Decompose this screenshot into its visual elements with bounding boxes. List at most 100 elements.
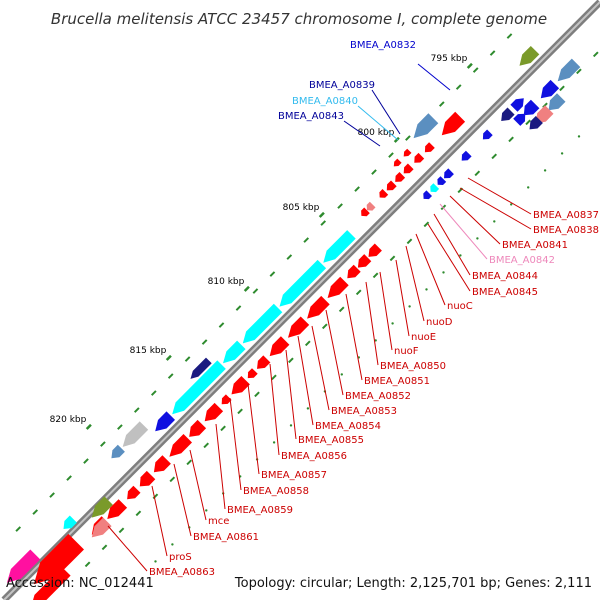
gene-arrow	[510, 98, 524, 112]
gene-arrow	[441, 111, 466, 136]
gene-label: BMEA_A0850	[380, 361, 446, 372]
gene-arrow	[223, 340, 246, 364]
kbp-dot	[527, 186, 530, 189]
gene-label: BMEA_A0851	[364, 376, 430, 387]
ring-tick	[150, 390, 157, 396]
gene-arrow	[529, 116, 543, 130]
gene-label: BMEA_A0837	[533, 210, 599, 221]
ring-tick	[286, 254, 293, 260]
gene-arrow	[91, 496, 113, 518]
gene-label-leader	[189, 449, 207, 521]
ring-tick	[406, 238, 413, 245]
gene-arrow	[461, 150, 472, 161]
gene-arrow	[247, 368, 258, 379]
ring-tick	[254, 391, 260, 398]
kbp-tick	[165, 354, 172, 361]
gene-label-leader	[285, 349, 297, 440]
gene-label-track: BMEA_A0832 BMEA_A0839 BMEA_A0840 BMEA_A0843…	[107, 40, 599, 578]
ring-tick	[304, 340, 311, 347]
gene-label: BMEA_A0854	[315, 421, 381, 432]
ring-tick	[218, 322, 225, 328]
ring-tick	[66, 475, 72, 481]
gene-label: nuoD	[426, 317, 453, 328]
kbp-label: 800 kbp	[358, 128, 395, 138]
ring-tick	[321, 323, 328, 330]
gene-arrow	[413, 113, 439, 139]
gene-label: BMEA_A0856	[281, 451, 347, 462]
ring-tick	[101, 544, 108, 551]
gene-label-leader	[247, 383, 260, 475]
gene-label-leader	[173, 463, 192, 537]
gene-label-leader	[395, 259, 410, 337]
ring-tick	[152, 493, 159, 500]
gene-arrow	[393, 158, 402, 167]
kbp-label: 815 kbp	[130, 346, 167, 356]
ring-tick	[576, 68, 582, 75]
map-title: Brucella melitensis ATCC 23457 chromosom…	[51, 10, 547, 28]
ring-tick	[371, 169, 377, 175]
gene-label-leader	[107, 525, 148, 572]
kbp-tick	[393, 136, 400, 143]
gene-arrow	[523, 99, 540, 116]
gene-label-leader	[427, 223, 471, 292]
ring-tick	[49, 492, 55, 498]
gene-arrow	[403, 163, 414, 174]
ring-tick	[354, 186, 360, 192]
gene-arrow	[535, 105, 554, 124]
gene-arrow	[557, 58, 581, 82]
ring-tick	[167, 373, 174, 379]
gene-arrow	[33, 567, 71, 600]
gene-arrow	[257, 355, 271, 369]
gene-arrow	[307, 295, 330, 319]
ring-tick	[508, 136, 514, 143]
gene-label-leader	[215, 423, 226, 510]
ring-tick	[203, 442, 210, 449]
kbp-label: 820 kbp	[50, 415, 87, 425]
gene-arrow	[323, 230, 356, 263]
gene-arrow	[279, 259, 327, 307]
gene-label-leader	[325, 309, 344, 396]
gene-arrow	[366, 201, 376, 211]
ring-tick	[83, 458, 89, 464]
gene-label-leader	[433, 213, 471, 276]
gene-arrow	[190, 357, 212, 379]
kbp-tick	[318, 211, 325, 218]
gene-label-leader	[415, 233, 446, 306]
ring-tick	[118, 527, 125, 534]
gene-arrow	[91, 517, 112, 538]
gene-arrow	[540, 79, 560, 99]
ring-tick	[288, 357, 294, 364]
gene-label: BMEA_A0842	[489, 255, 555, 266]
gene-arrow	[386, 180, 397, 191]
gene-label: BMEA_A0841	[502, 240, 568, 251]
gene-label: BMEA_A0855	[298, 435, 364, 446]
kbp-dot	[543, 169, 547, 172]
ring-tick	[506, 33, 513, 39]
gene-arrow	[111, 444, 125, 459]
ring-tick	[423, 221, 430, 228]
ring-tick	[15, 526, 22, 532]
kbp-dot	[374, 339, 377, 342]
ring-tick	[135, 510, 142, 517]
kbp-dot	[425, 288, 428, 291]
gene-arrow	[361, 207, 370, 217]
gene-arrow	[231, 376, 250, 395]
kbp-dot	[205, 509, 208, 512]
gene-arrow	[63, 515, 77, 529]
kbp-dot	[560, 152, 564, 155]
gene-label: nuoF	[394, 346, 419, 357]
gene-arrow	[153, 455, 171, 473]
ring-tick	[117, 424, 123, 430]
gene-arrow	[327, 276, 349, 298]
ring-tick	[320, 220, 327, 226]
gene-label: BMEA_A0853	[331, 406, 397, 417]
kbp-dot	[306, 407, 310, 410]
gene-label-leader	[151, 485, 168, 557]
gene-arrow	[513, 113, 526, 126]
ring-tick	[338, 306, 345, 313]
gene-label: nuoE	[411, 332, 436, 343]
gene-label: BMEA_A0839	[309, 80, 375, 91]
kbp-dot	[171, 543, 174, 546]
kbp-label: 810 kbp	[208, 277, 245, 287]
